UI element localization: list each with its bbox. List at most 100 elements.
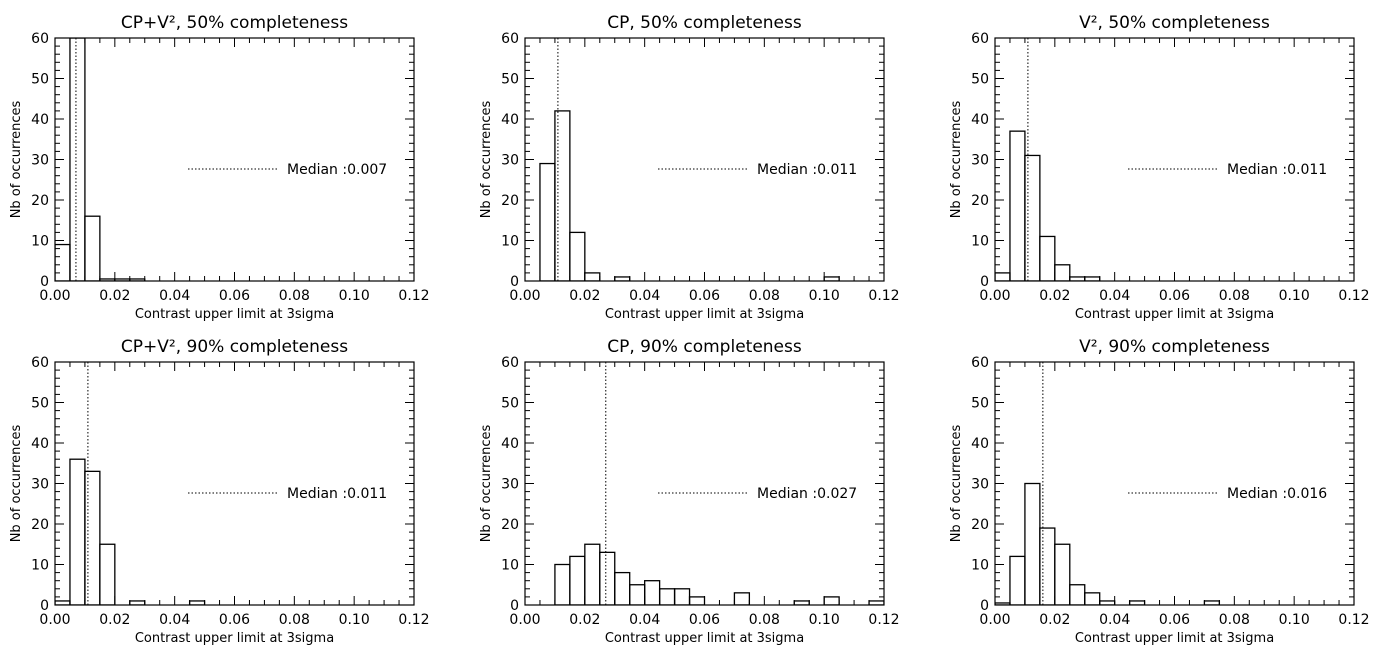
legend-label: Median :0.011 <box>1227 162 1327 178</box>
y-axis-label: Nb of occurrences <box>9 100 24 218</box>
y-tick-label: 20 <box>501 517 519 533</box>
histogram-bar <box>188 600 206 605</box>
y-tick-label: 60 <box>501 355 519 371</box>
x-tick-label: 0.00 <box>979 288 1010 304</box>
histogram-bars <box>554 543 884 605</box>
plot-frame <box>524 361 885 606</box>
x-tick-label: 0.00 <box>39 612 70 628</box>
histogram-panel: CP+V², 90% completeness 0.00 0.02 0.04 0.06 0… <box>0 324 459 648</box>
x-tick-label: 0.02 <box>1039 288 1070 304</box>
x-tick-label: 0.00 <box>39 288 70 304</box>
histogram-bar <box>69 38 86 281</box>
histogram-bars <box>55 38 146 281</box>
y-tick-label: 50 <box>31 72 49 88</box>
histogram-bar <box>69 458 86 605</box>
histogram-bar <box>99 278 116 281</box>
y-tick-label: 0 <box>510 598 519 614</box>
legend-label: Median :0.007 <box>287 162 387 178</box>
histogram-svg: CP+V², 90% completeness 0.00 0.02 0.04 0.06 0… <box>9 337 430 646</box>
y-tick-label: 40 <box>971 436 989 452</box>
histogram-bar <box>688 596 706 605</box>
y-axis-label: Nb of occurrences <box>9 424 24 542</box>
chart-title: V², 90% completeness <box>1079 337 1270 357</box>
histogram-bar <box>1084 276 1101 281</box>
x-tick-label: 0.08 <box>1219 288 1250 304</box>
x-axis-label: Contrast upper limit at 3sigma <box>135 631 334 646</box>
y-tick-label: 10 <box>31 234 49 250</box>
chart-title: CP+V², 50% completeness <box>121 13 348 33</box>
x-tick-label: 0.04 <box>159 288 190 304</box>
x-tick-label: 0.06 <box>219 612 250 628</box>
x-tick-label: 0.12 <box>1338 612 1369 628</box>
x-tick-label: 0.10 <box>1279 288 1310 304</box>
x-tick-label: 0.04 <box>1099 612 1130 628</box>
y-tick-label: 60 <box>971 31 989 47</box>
histogram-svg: V², 50% completeness 0.00 0.02 0.04 0.06 0.08… <box>949 13 1370 322</box>
histogram-panel: V², 50% completeness 0.00 0.02 0.04 0.06 0.08… <box>940 0 1379 324</box>
histogram-bars <box>55 458 206 605</box>
y-tick-label: 30 <box>501 477 519 493</box>
x-tick-label: 0.10 <box>1279 612 1310 628</box>
histogram-bar <box>1084 592 1101 605</box>
histogram-bar <box>129 600 146 605</box>
x-tick-label: 0.12 <box>398 288 429 304</box>
histogram-bar <box>793 600 810 605</box>
y-tick-label: 60 <box>31 355 49 371</box>
x-tick-label: 0.06 <box>219 288 250 304</box>
x-tick-label: 0.04 <box>159 612 190 628</box>
x-tick-label: 0.02 <box>99 288 130 304</box>
x-tick-label: 0.02 <box>569 612 600 628</box>
histogram-bar <box>614 571 631 605</box>
histogram-bar <box>1009 130 1026 281</box>
y-tick-label: 50 <box>501 396 519 412</box>
histogram-bars <box>995 482 1221 605</box>
histogram-bar <box>84 470 101 605</box>
x-tick-label: 0.02 <box>99 612 130 628</box>
y-axis-label: Nb of occurrences <box>479 100 494 218</box>
histogram-bar <box>584 272 601 281</box>
histogram-bar <box>673 588 691 605</box>
histogram-panel: CP+V², 50% completeness 0.00 0.02 0.04 0.06 0… <box>0 0 459 324</box>
x-tick-label: 0.12 <box>868 612 899 628</box>
y-axis-label: Nb of occurrences <box>949 424 964 542</box>
chart-title: V², 50% completeness <box>1079 13 1270 33</box>
histogram-bar <box>629 584 646 605</box>
y-tick-label: 20 <box>31 193 49 209</box>
x-axis-label: Contrast upper limit at 3sigma <box>1075 307 1274 322</box>
y-tick-label: 40 <box>971 112 989 128</box>
y-tick-label: 0 <box>510 274 519 290</box>
histogram-bar <box>1069 276 1086 281</box>
histogram-bar <box>539 162 556 281</box>
y-axis-label: Nb of occurrences <box>949 100 964 218</box>
histogram-bar <box>584 543 601 605</box>
y-tick-label: 20 <box>971 193 989 209</box>
histogram-svg: CP, 90% completeness 0.00 0.02 0.04 0.06 0.08… <box>479 337 900 646</box>
histogram-bars <box>539 110 840 281</box>
plot-frame <box>54 37 415 282</box>
x-tick-label: 0.02 <box>569 288 600 304</box>
x-tick-label: 0.12 <box>1338 288 1369 304</box>
x-tick-label: 0.04 <box>629 612 660 628</box>
histogram-bar <box>554 110 571 281</box>
y-tick-label: 0 <box>980 274 989 290</box>
plot-frame <box>54 361 415 606</box>
y-tick-label: 50 <box>971 72 989 88</box>
y-tick-label: 30 <box>501 153 519 169</box>
x-tick-label: 0.10 <box>339 612 370 628</box>
y-tick-label: 10 <box>971 234 989 250</box>
histogram-bar <box>644 580 661 605</box>
x-tick-label: 0.08 <box>1219 612 1250 628</box>
legend-label: Median :0.011 <box>287 486 387 502</box>
y-tick-label: 30 <box>971 477 989 493</box>
histogram-bar <box>1203 600 1221 605</box>
x-tick-label: 0.04 <box>1099 288 1130 304</box>
y-tick-label: 0 <box>40 598 49 614</box>
x-tick-label: 0.06 <box>689 288 720 304</box>
x-tick-label: 0.02 <box>1039 612 1070 628</box>
x-tick-label: 0.06 <box>1159 612 1190 628</box>
histogram-bar <box>614 276 631 281</box>
y-tick-label: 50 <box>501 72 519 88</box>
legend-label: Median :0.016 <box>1227 486 1327 502</box>
histogram-bar <box>1039 527 1056 605</box>
x-axis-label: Contrast upper limit at 3sigma <box>605 307 804 322</box>
